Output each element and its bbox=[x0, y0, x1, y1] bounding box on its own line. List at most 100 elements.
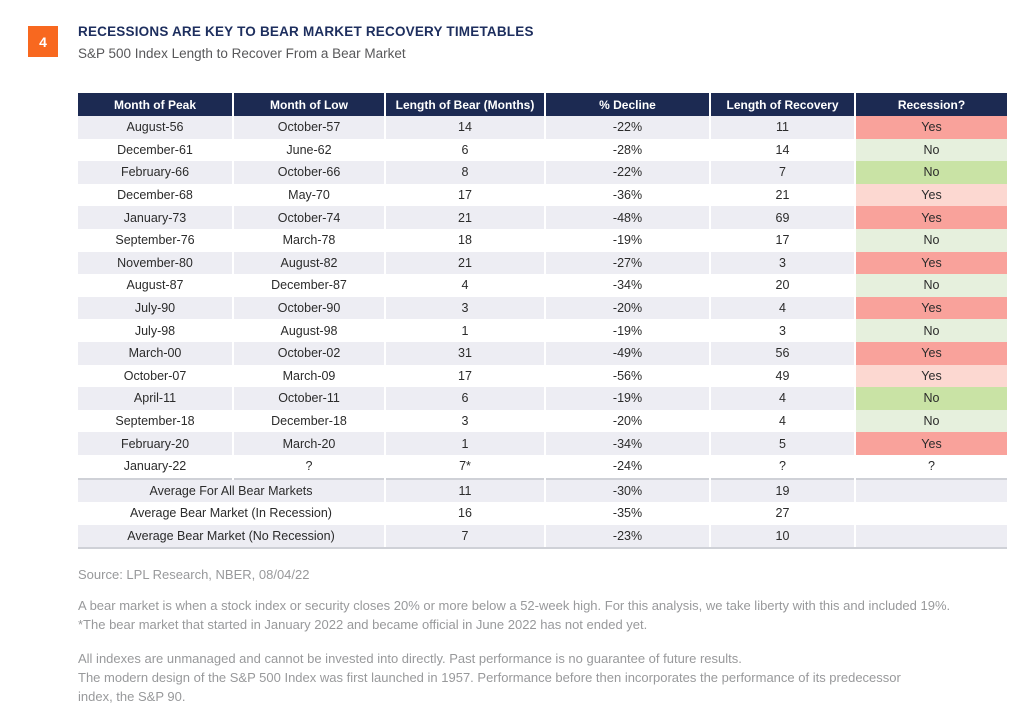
table-cell: 4 bbox=[710, 387, 856, 410]
table-cell: 1 bbox=[385, 432, 546, 455]
table-cell: 1 bbox=[385, 319, 546, 342]
recession-cell: No bbox=[855, 274, 1007, 297]
summary-row: Average For All Bear Markets 11 -30% 19 bbox=[78, 477, 1007, 503]
summary-label-cell: Average Bear Market (No Recession) bbox=[78, 524, 386, 550]
table-cell: 4 bbox=[385, 274, 546, 297]
table-cell: August-98 bbox=[233, 319, 386, 342]
table-cell: -20% bbox=[545, 409, 711, 433]
table-row: November-80 August-82 21 -27% 3 Yes bbox=[78, 251, 1007, 275]
table-cell: 10 bbox=[710, 524, 856, 550]
summary-label-cell: Average For All Bear Markets bbox=[78, 477, 386, 503]
table-header-cell: Month of Peak bbox=[78, 93, 234, 116]
table-row: July-90 October-90 3 -20% 4 Yes bbox=[78, 296, 1007, 320]
summary-row: Average Bear Market (No Recession) 7 -23% 1… bbox=[78, 524, 1007, 550]
table-cell: -19% bbox=[545, 228, 711, 252]
recession-cell bbox=[855, 477, 1007, 503]
table-cell: February-20 bbox=[78, 432, 234, 455]
table-cell: November-80 bbox=[78, 251, 234, 275]
footnote-line: All indexes are unmanaged and cannot be … bbox=[78, 651, 742, 666]
figure-subtitle: S&P 500 Index Length to Recover From a B… bbox=[78, 46, 406, 61]
table-cell: -30% bbox=[545, 477, 711, 503]
table-head: Month of Peak Month of Low Length of Bear … bbox=[78, 93, 1007, 116]
table-cell: July-90 bbox=[78, 296, 234, 320]
table-cell: -28% bbox=[545, 138, 711, 162]
table-cell: 8 bbox=[385, 161, 546, 184]
footnote: All indexes are unmanaged and cannot be … bbox=[78, 649, 1030, 706]
recession-cell: ? bbox=[928, 459, 935, 474]
table-cell: -34% bbox=[545, 432, 711, 455]
table-cell: ? bbox=[233, 454, 386, 479]
table-header-cell: Length of Recovery bbox=[710, 93, 856, 116]
table-cell: October-11 bbox=[233, 387, 386, 410]
table-cell: December-87 bbox=[233, 274, 386, 297]
recession-cell bbox=[855, 502, 1007, 525]
footnote-line: *The bear market that started in January… bbox=[78, 617, 648, 632]
table-header-cell: Recession? bbox=[855, 93, 1007, 116]
table-cell: 3 bbox=[385, 409, 546, 433]
figure-number-badge: 4 bbox=[28, 26, 58, 57]
table-cell: -48% bbox=[545, 206, 711, 229]
recession-cell: Yes bbox=[855, 296, 1007, 320]
table-cell: 49 bbox=[710, 364, 856, 388]
table-cell: March-09 bbox=[233, 364, 386, 388]
table-cell: September-76 bbox=[78, 228, 234, 252]
table-cell: -36% bbox=[545, 183, 711, 207]
table-cell: 11 bbox=[385, 477, 546, 503]
table-cell: 7 bbox=[710, 161, 856, 184]
source-text: Source: LPL Research, NBER, 08/04/22 bbox=[78, 567, 310, 582]
table-row: April-11 October-11 6 -19% 4 No bbox=[78, 387, 1007, 410]
table-cell: -35% bbox=[545, 502, 711, 525]
recession-cell: Yes bbox=[855, 364, 1007, 388]
table-cell: October-07 bbox=[78, 364, 234, 388]
table-cell: 6 bbox=[385, 138, 546, 162]
table-row: October-07 March-09 17 -56% 49 Yes bbox=[78, 364, 1007, 388]
table-cell: -22% bbox=[545, 161, 711, 184]
table-cell: 14 bbox=[385, 116, 546, 139]
footnote: A bear market is when a stock index or s… bbox=[78, 596, 1030, 634]
table-cell: 3 bbox=[385, 296, 546, 320]
table-row: January-73 October-74 21 -48% 69 Yes bbox=[78, 206, 1007, 229]
table-row: February-66 October-66 8 -22% 7 No bbox=[78, 161, 1007, 184]
table-cell: February-66 bbox=[78, 161, 234, 184]
recession-cell: No bbox=[855, 138, 1007, 162]
footnote-line: The modern design of the S&P 500 Index w… bbox=[78, 670, 901, 685]
recession-cell: No bbox=[855, 319, 1007, 342]
recession-cell: Yes bbox=[855, 251, 1007, 275]
footnote-line: A bear market is when a stock index or s… bbox=[78, 598, 951, 613]
table-cell: October-57 bbox=[233, 116, 386, 139]
table-cell: April-11 bbox=[78, 387, 234, 410]
summary-row: Average Bear Market (In Recession) 16 -35%… bbox=[78, 502, 1007, 525]
table-cell: 19 bbox=[710, 477, 856, 503]
table-cell: January-73 bbox=[78, 206, 234, 229]
recession-cell: No bbox=[855, 409, 1007, 433]
table-cell: October-02 bbox=[233, 341, 386, 365]
table-body: August-56 October-57 14 -22% 11 Yes December-6… bbox=[78, 116, 1007, 550]
table-cell: -27% bbox=[545, 251, 711, 275]
table-cell: 56 bbox=[710, 341, 856, 365]
footnotes: A bear market is when a stock index or s… bbox=[78, 596, 1030, 721]
summary-label-cell: Average Bear Market (In Recession) bbox=[78, 502, 386, 525]
table-cell: 17 bbox=[385, 364, 546, 388]
table-cell: March-20 bbox=[233, 432, 386, 455]
recession-cell: Yes bbox=[855, 432, 1007, 455]
table-cell: 17 bbox=[710, 228, 856, 252]
table-header-cell: Length of Bear (Months) bbox=[385, 93, 546, 116]
table-cell: -19% bbox=[545, 319, 711, 342]
recession-cell: No bbox=[855, 387, 1007, 410]
table-cell: 3 bbox=[710, 319, 856, 342]
table-cell: March-00 bbox=[78, 341, 234, 365]
table-row: September-76 March-78 18 -19% 17 No bbox=[78, 228, 1007, 252]
table-cell: December-18 bbox=[233, 409, 386, 433]
table-cell: -34% bbox=[545, 274, 711, 297]
figure-title: RECESSIONS ARE KEY TO BEAR MARKET RECOVE… bbox=[78, 24, 534, 39]
table-cell: -20% bbox=[545, 296, 711, 320]
table-cell: December-61 bbox=[78, 138, 234, 162]
table-row: December-61 June-62 6 -28% 14 No bbox=[78, 138, 1007, 162]
table-cell: -22% bbox=[545, 116, 711, 139]
table-cell: May-70 bbox=[233, 183, 386, 207]
table-row: March-00 October-02 31 -49% 56 Yes bbox=[78, 341, 1007, 365]
table-row: December-68 May-70 17 -36% 21 Yes bbox=[78, 183, 1007, 207]
table-header-cell: Month of Low bbox=[233, 93, 386, 116]
table-cell: 18 bbox=[385, 228, 546, 252]
table-row: July-98 August-98 1 -19% 3 No bbox=[78, 319, 1007, 342]
